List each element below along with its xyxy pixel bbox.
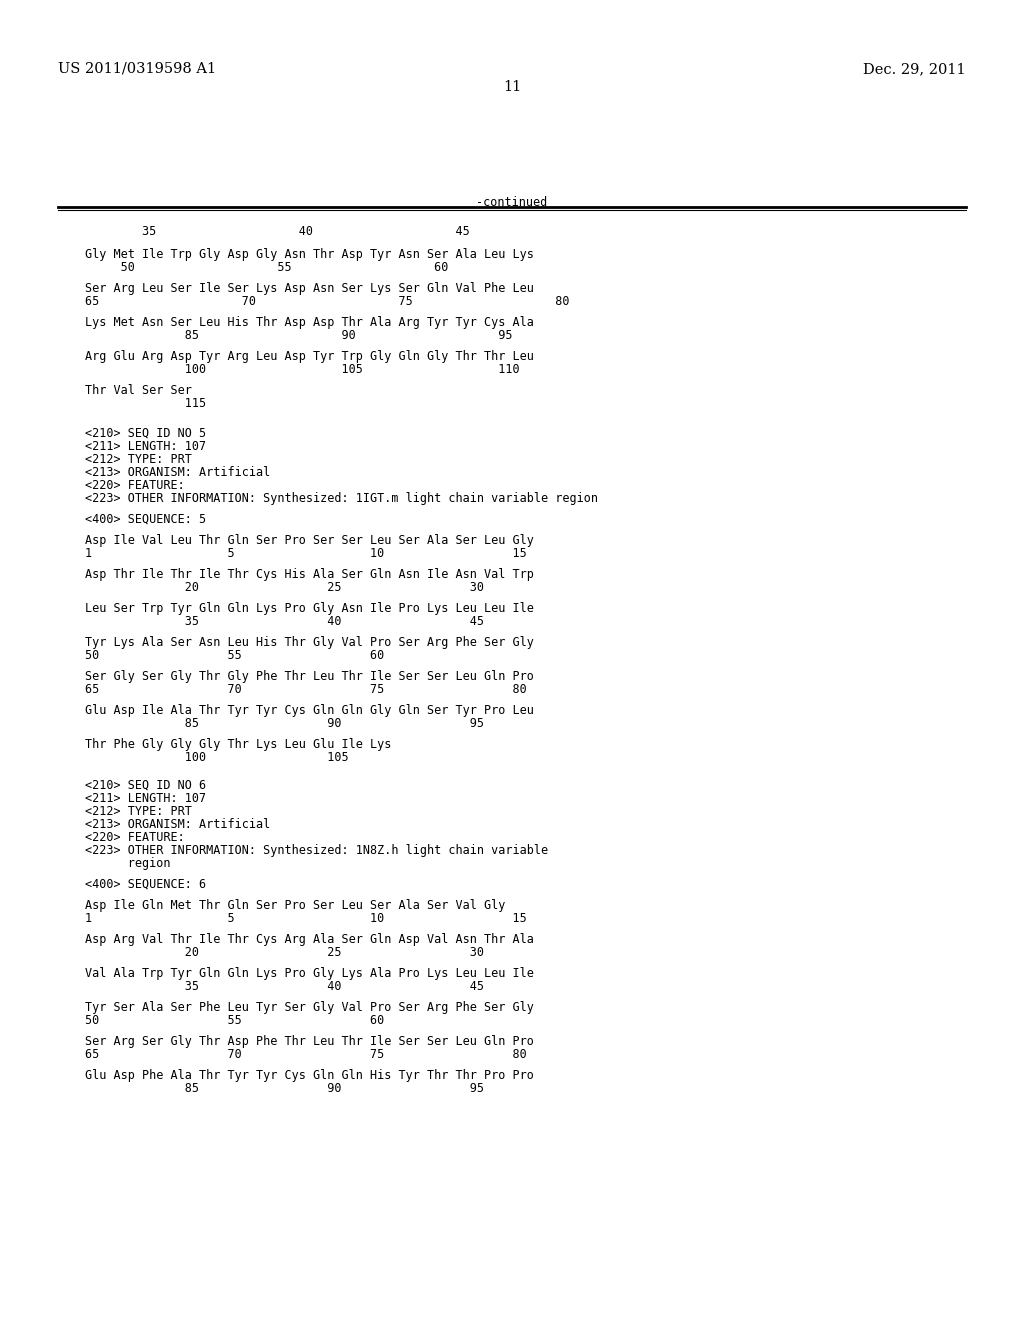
Text: region: region <box>85 857 171 870</box>
Text: 85                  90                  95: 85 90 95 <box>85 717 484 730</box>
Text: 65                  70                  75                  80: 65 70 75 80 <box>85 682 526 696</box>
Text: 11: 11 <box>503 81 521 94</box>
Text: 35                    40                    45: 35 40 45 <box>85 224 470 238</box>
Text: <223> OTHER INFORMATION: Synthesized: 1IGT.m light chain variable region: <223> OTHER INFORMATION: Synthesized: 1I… <box>85 492 598 506</box>
Text: Ser Arg Leu Ser Ile Ser Lys Asp Asn Ser Lys Ser Gln Val Phe Leu: Ser Arg Leu Ser Ile Ser Lys Asp Asn Ser … <box>85 282 534 294</box>
Text: 1                   5                   10                  15: 1 5 10 15 <box>85 546 526 560</box>
Text: 1                   5                   10                  15: 1 5 10 15 <box>85 912 526 925</box>
Text: 100                 105: 100 105 <box>85 751 348 764</box>
Text: -continued: -continued <box>476 195 548 209</box>
Text: Ser Gly Ser Gly Thr Gly Phe Thr Leu Thr Ile Ser Ser Leu Gln Pro: Ser Gly Ser Gly Thr Gly Phe Thr Leu Thr … <box>85 671 534 682</box>
Text: <220> FEATURE:: <220> FEATURE: <box>85 479 184 492</box>
Text: Gly Met Ile Trp Gly Asp Gly Asn Thr Asp Tyr Asn Ser Ala Leu Lys: Gly Met Ile Trp Gly Asp Gly Asn Thr Asp … <box>85 248 534 261</box>
Text: 115: 115 <box>85 397 206 411</box>
Text: <210> SEQ ID NO 6: <210> SEQ ID NO 6 <box>85 779 206 792</box>
Text: <211> LENGTH: 107: <211> LENGTH: 107 <box>85 440 206 453</box>
Text: 85                    90                    95: 85 90 95 <box>85 329 512 342</box>
Text: 50                  55                  60: 50 55 60 <box>85 649 384 663</box>
Text: 35                  40                  45: 35 40 45 <box>85 615 484 628</box>
Text: 65                    70                    75                    80: 65 70 75 80 <box>85 294 569 308</box>
Text: Asp Thr Ile Thr Ile Thr Cys His Ala Ser Gln Asn Ile Asn Val Trp: Asp Thr Ile Thr Ile Thr Cys His Ala Ser … <box>85 568 534 581</box>
Text: Dec. 29, 2011: Dec. 29, 2011 <box>863 62 966 77</box>
Text: <212> TYPE: PRT: <212> TYPE: PRT <box>85 453 191 466</box>
Text: <213> ORGANISM: Artificial: <213> ORGANISM: Artificial <box>85 818 270 832</box>
Text: <211> LENGTH: 107: <211> LENGTH: 107 <box>85 792 206 805</box>
Text: Lys Met Asn Ser Leu His Thr Asp Asp Thr Ala Arg Tyr Tyr Cys Ala: Lys Met Asn Ser Leu His Thr Asp Asp Thr … <box>85 315 534 329</box>
Text: Glu Asp Phe Ala Thr Tyr Tyr Cys Gln Gln His Tyr Thr Thr Pro Pro: Glu Asp Phe Ala Thr Tyr Tyr Cys Gln Gln … <box>85 1069 534 1082</box>
Text: 50                  55                  60: 50 55 60 <box>85 1014 384 1027</box>
Text: Tyr Lys Ala Ser Asn Leu His Thr Gly Val Pro Ser Arg Phe Ser Gly: Tyr Lys Ala Ser Asn Leu His Thr Gly Val … <box>85 636 534 649</box>
Text: 20                  25                  30: 20 25 30 <box>85 946 484 960</box>
Text: Tyr Ser Ala Ser Phe Leu Tyr Ser Gly Val Pro Ser Arg Phe Ser Gly: Tyr Ser Ala Ser Phe Leu Tyr Ser Gly Val … <box>85 1001 534 1014</box>
Text: 85                  90                  95: 85 90 95 <box>85 1082 484 1096</box>
Text: 50                    55                    60: 50 55 60 <box>85 261 449 275</box>
Text: <400> SEQUENCE: 6: <400> SEQUENCE: 6 <box>85 878 206 891</box>
Text: <400> SEQUENCE: 5: <400> SEQUENCE: 5 <box>85 513 206 525</box>
Text: 100                   105                   110: 100 105 110 <box>85 363 519 376</box>
Text: 20                  25                  30: 20 25 30 <box>85 581 484 594</box>
Text: Asp Ile Gln Met Thr Gln Ser Pro Ser Leu Ser Ala Ser Val Gly: Asp Ile Gln Met Thr Gln Ser Pro Ser Leu … <box>85 899 506 912</box>
Text: 35                  40                  45: 35 40 45 <box>85 979 484 993</box>
Text: 65                  70                  75                  80: 65 70 75 80 <box>85 1048 526 1061</box>
Text: <213> ORGANISM: Artificial: <213> ORGANISM: Artificial <box>85 466 270 479</box>
Text: Asp Arg Val Thr Ile Thr Cys Arg Ala Ser Gln Asp Val Asn Thr Ala: Asp Arg Val Thr Ile Thr Cys Arg Ala Ser … <box>85 933 534 946</box>
Text: Thr Phe Gly Gly Gly Thr Lys Leu Glu Ile Lys: Thr Phe Gly Gly Gly Thr Lys Leu Glu Ile … <box>85 738 391 751</box>
Text: Leu Ser Trp Tyr Gln Gln Lys Pro Gly Asn Ile Pro Lys Leu Leu Ile: Leu Ser Trp Tyr Gln Gln Lys Pro Gly Asn … <box>85 602 534 615</box>
Text: US 2011/0319598 A1: US 2011/0319598 A1 <box>58 62 216 77</box>
Text: Thr Val Ser Ser: Thr Val Ser Ser <box>85 384 191 397</box>
Text: Arg Glu Arg Asp Tyr Arg Leu Asp Tyr Trp Gly Gln Gly Thr Thr Leu: Arg Glu Arg Asp Tyr Arg Leu Asp Tyr Trp … <box>85 350 534 363</box>
Text: <223> OTHER INFORMATION: Synthesized: 1N8Z.h light chain variable: <223> OTHER INFORMATION: Synthesized: 1N… <box>85 843 548 857</box>
Text: <220> FEATURE:: <220> FEATURE: <box>85 832 184 843</box>
Text: Val Ala Trp Tyr Gln Gln Lys Pro Gly Lys Ala Pro Lys Leu Leu Ile: Val Ala Trp Tyr Gln Gln Lys Pro Gly Lys … <box>85 968 534 979</box>
Text: <210> SEQ ID NO 5: <210> SEQ ID NO 5 <box>85 426 206 440</box>
Text: Asp Ile Val Leu Thr Gln Ser Pro Ser Ser Leu Ser Ala Ser Leu Gly: Asp Ile Val Leu Thr Gln Ser Pro Ser Ser … <box>85 535 534 546</box>
Text: Ser Arg Ser Gly Thr Asp Phe Thr Leu Thr Ile Ser Ser Leu Gln Pro: Ser Arg Ser Gly Thr Asp Phe Thr Leu Thr … <box>85 1035 534 1048</box>
Text: <212> TYPE: PRT: <212> TYPE: PRT <box>85 805 191 818</box>
Text: Glu Asp Ile Ala Thr Tyr Tyr Cys Gln Gln Gly Gln Ser Tyr Pro Leu: Glu Asp Ile Ala Thr Tyr Tyr Cys Gln Gln … <box>85 704 534 717</box>
